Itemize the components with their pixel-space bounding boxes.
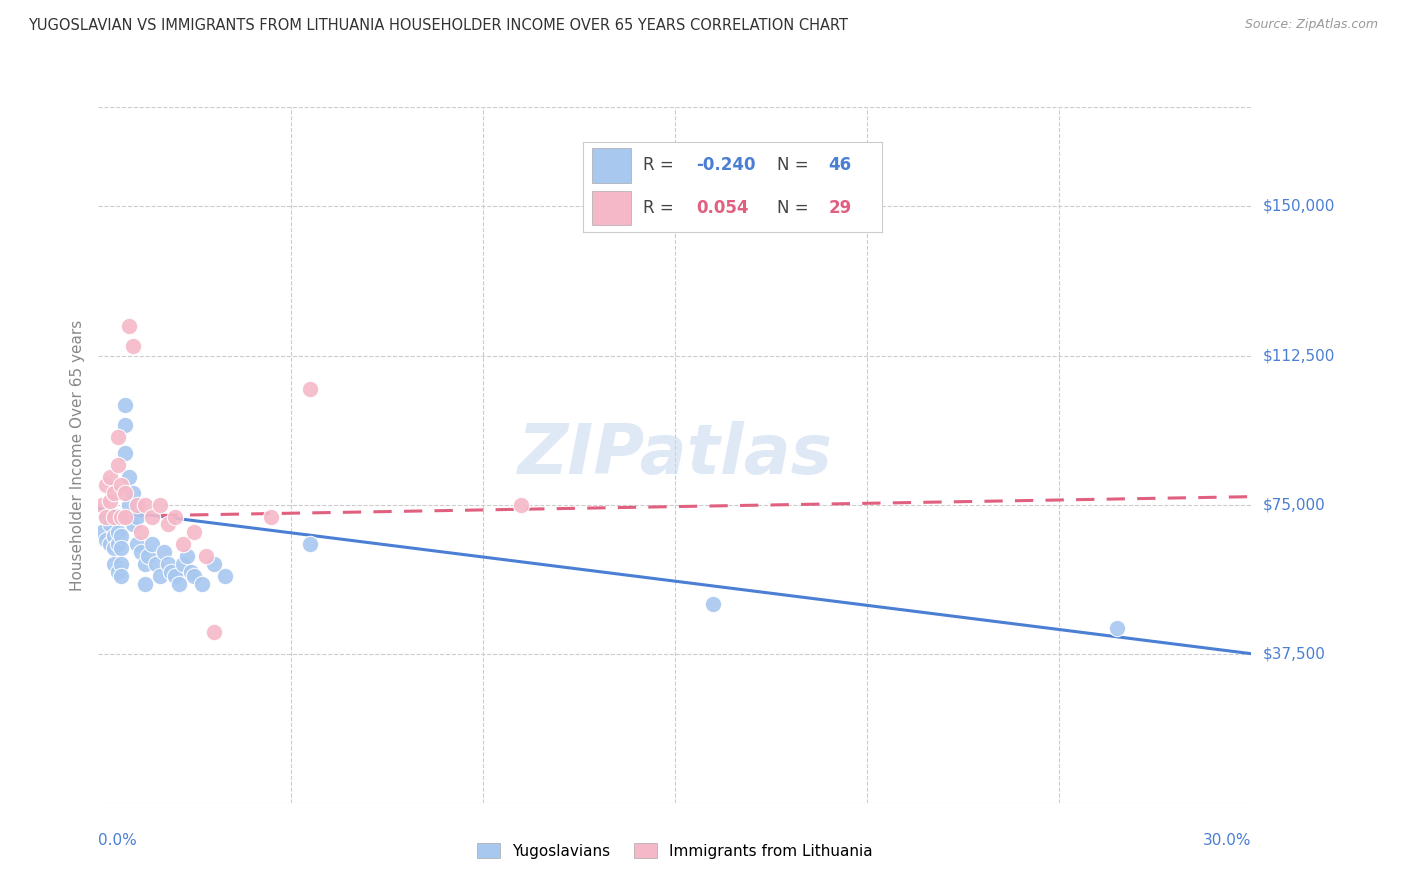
- Point: [141, 537, 163, 551]
- Point: [118, 498, 141, 512]
- Point: [94, 509, 117, 524]
- Point: [107, 525, 129, 540]
- Point: [103, 558, 125, 572]
- Point: [129, 525, 152, 540]
- Point: [214, 569, 236, 583]
- Point: [122, 485, 145, 500]
- Point: [125, 498, 148, 512]
- Point: [160, 565, 183, 579]
- Point: [702, 597, 724, 611]
- Point: [152, 545, 174, 559]
- Text: 29: 29: [828, 199, 852, 217]
- Point: [94, 509, 117, 524]
- Point: [114, 398, 136, 412]
- Point: [110, 529, 132, 543]
- Text: 0.054: 0.054: [696, 199, 749, 217]
- Point: [114, 418, 136, 433]
- Point: [103, 529, 125, 543]
- Text: N =: N =: [778, 199, 814, 217]
- Text: R =: R =: [643, 199, 679, 217]
- Point: [110, 558, 132, 572]
- Point: [165, 569, 187, 583]
- Text: 46: 46: [828, 156, 852, 174]
- Text: Source: ZipAtlas.com: Source: ZipAtlas.com: [1244, 18, 1378, 31]
- Point: [125, 537, 148, 551]
- Point: [107, 458, 129, 472]
- Point: [134, 577, 156, 591]
- Point: [122, 338, 145, 352]
- Point: [91, 498, 114, 512]
- Text: ZIPatlas: ZIPatlas: [517, 421, 832, 489]
- Point: [107, 565, 129, 579]
- Text: $75,000: $75,000: [1263, 497, 1326, 512]
- Point: [138, 549, 160, 564]
- Point: [110, 509, 132, 524]
- Text: 30.0%: 30.0%: [1204, 833, 1251, 848]
- Point: [298, 537, 321, 551]
- Point: [110, 477, 132, 491]
- Text: R =: R =: [643, 156, 679, 174]
- Text: 0.0%: 0.0%: [98, 833, 138, 848]
- Point: [107, 537, 129, 551]
- Point: [156, 517, 179, 532]
- Point: [98, 537, 121, 551]
- Text: $112,500: $112,500: [1263, 348, 1334, 363]
- Point: [172, 558, 194, 572]
- Point: [122, 517, 145, 532]
- Point: [149, 569, 172, 583]
- Point: [103, 509, 125, 524]
- Text: $150,000: $150,000: [1263, 199, 1334, 214]
- Point: [107, 430, 129, 444]
- Point: [125, 509, 148, 524]
- Text: $37,500: $37,500: [1263, 646, 1326, 661]
- Point: [114, 446, 136, 460]
- Point: [94, 477, 117, 491]
- Point: [202, 558, 225, 572]
- Bar: [592, 148, 631, 183]
- Bar: [592, 191, 631, 225]
- Y-axis label: Householder Income Over 65 years: Householder Income Over 65 years: [70, 319, 86, 591]
- Point: [134, 558, 156, 572]
- Point: [129, 545, 152, 559]
- Text: N =: N =: [778, 156, 814, 174]
- Point: [134, 498, 156, 512]
- Point: [118, 470, 141, 484]
- Point: [156, 558, 179, 572]
- Point: [1105, 621, 1128, 635]
- Point: [103, 485, 125, 500]
- Point: [183, 569, 205, 583]
- Point: [260, 509, 283, 524]
- Point: [103, 541, 125, 556]
- Point: [298, 382, 321, 396]
- Point: [98, 517, 121, 532]
- Point: [172, 537, 194, 551]
- Point: [98, 493, 121, 508]
- Text: YUGOSLAVIAN VS IMMIGRANTS FROM LITHUANIA HOUSEHOLDER INCOME OVER 65 YEARS CORREL: YUGOSLAVIAN VS IMMIGRANTS FROM LITHUANIA…: [28, 18, 848, 33]
- Text: -0.240: -0.240: [696, 156, 756, 174]
- Point: [195, 549, 218, 564]
- Point: [145, 558, 167, 572]
- Point: [510, 498, 533, 512]
- Point: [202, 624, 225, 639]
- Point: [110, 569, 132, 583]
- Point: [110, 541, 132, 556]
- Point: [114, 509, 136, 524]
- Point: [91, 525, 114, 540]
- Point: [183, 525, 205, 540]
- Legend: Yugoslavians, Immigrants from Lithuania: Yugoslavians, Immigrants from Lithuania: [471, 837, 879, 864]
- Point: [149, 498, 172, 512]
- Point: [141, 509, 163, 524]
- Point: [165, 509, 187, 524]
- Point: [167, 577, 190, 591]
- Point: [98, 470, 121, 484]
- Point: [176, 549, 198, 564]
- Point: [94, 533, 117, 548]
- Point: [118, 318, 141, 333]
- Point: [191, 577, 214, 591]
- Point: [180, 565, 202, 579]
- Point: [114, 485, 136, 500]
